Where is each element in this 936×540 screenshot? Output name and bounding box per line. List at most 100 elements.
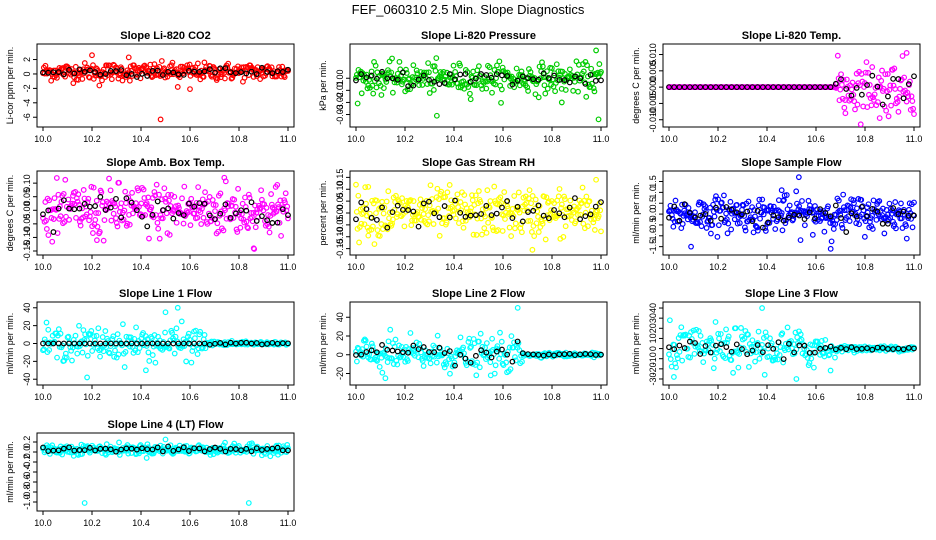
data-point — [222, 207, 228, 214]
data-point — [452, 215, 459, 222]
data-point — [820, 350, 827, 357]
overlay-point — [248, 68, 255, 75]
data-point — [708, 337, 715, 344]
panel-title: Slope Line 1 Flow — [119, 288, 212, 300]
overlay-point — [123, 340, 130, 347]
data-point — [670, 223, 677, 230]
overlay-point — [728, 348, 735, 355]
data-point — [717, 348, 723, 355]
data-point — [59, 451, 66, 458]
overlay-point — [874, 344, 881, 351]
panel-title: Slope Amb. Box Temp. — [106, 157, 225, 169]
data-point — [468, 204, 475, 211]
panel-10: Slope Line 4 (LT) Flow ml/min per min. 10.… — [5, 419, 296, 528]
y-tick-label: 30 — [648, 313, 658, 323]
data-point — [437, 345, 444, 352]
overlay-point — [702, 84, 709, 91]
data-point — [532, 196, 539, 203]
data-point — [263, 204, 270, 211]
data-point — [466, 90, 473, 97]
overlay-point — [394, 348, 401, 355]
data-point — [358, 90, 365, 97]
overlay-point — [191, 340, 198, 347]
data-point — [561, 193, 568, 200]
data-point — [73, 214, 79, 221]
overlay-point — [170, 447, 177, 454]
data-point — [741, 335, 748, 342]
data-point — [74, 198, 81, 205]
data-point — [173, 219, 180, 226]
data-point — [79, 349, 86, 356]
data-point — [246, 194, 253, 201]
data-point — [201, 59, 208, 66]
x-tick-label: 11.0 — [280, 518, 297, 528]
data-point — [898, 200, 904, 207]
data-point — [838, 221, 845, 228]
overlay-point — [102, 207, 109, 213]
overlay-point — [175, 210, 182, 216]
data-point — [188, 195, 195, 202]
overlay-point — [472, 75, 479, 82]
overlay-point — [686, 84, 693, 91]
overlay-point — [785, 84, 792, 91]
data-point — [389, 355, 395, 362]
data-point — [151, 61, 158, 68]
overlay-point — [572, 73, 578, 80]
data-point — [369, 223, 376, 230]
data-point — [443, 219, 450, 226]
data-point — [93, 210, 99, 216]
y-tick-label: 20 — [648, 323, 658, 333]
data-point — [486, 64, 493, 71]
overlay-point — [175, 71, 182, 78]
data-point — [434, 332, 441, 339]
data-point — [731, 348, 737, 355]
overlay-point — [697, 84, 704, 91]
data-point — [502, 216, 508, 222]
y-axis-label: percent per min. — [318, 180, 328, 245]
data-point — [522, 201, 528, 208]
plot-frame — [662, 170, 921, 256]
overlay-point — [217, 65, 224, 72]
data-point — [524, 84, 531, 91]
data-point — [451, 207, 458, 214]
overlay-point — [838, 76, 844, 83]
data-point — [840, 191, 847, 198]
overlay-point — [911, 212, 917, 219]
data-point — [482, 213, 488, 220]
data-point — [410, 198, 417, 204]
data-point — [154, 219, 161, 226]
overlay-point — [415, 223, 422, 230]
x-tick-label: 10.8 — [230, 392, 248, 402]
data-point — [489, 215, 495, 221]
overlay-point — [911, 345, 917, 352]
overlay-point — [739, 346, 745, 352]
overlay-point — [525, 75, 531, 82]
data-point — [470, 231, 477, 238]
data-point — [355, 192, 362, 199]
data-point — [772, 226, 779, 232]
data-point — [105, 349, 112, 356]
x-tick-label: 10.0 — [34, 518, 52, 528]
data-point — [865, 69, 872, 76]
y-tick-label: 0.0 — [22, 446, 32, 459]
data-point — [892, 199, 899, 205]
data-point — [114, 331, 121, 338]
data-point — [543, 194, 550, 201]
data-point — [832, 354, 838, 361]
y-tick-label: 40 — [335, 312, 345, 322]
data-point — [595, 213, 602, 219]
data-point — [498, 86, 505, 93]
overlay-point — [744, 208, 751, 215]
panel-2: Slope Li-820 Pressure kPa per min. 10.0 10.… — [318, 30, 609, 144]
x-tick-label: 10.6 — [181, 392, 199, 402]
data-point — [284, 203, 291, 210]
overlay-point — [858, 91, 865, 98]
data-point — [865, 201, 872, 208]
data-point — [140, 186, 147, 193]
x-tick-label: 10.0 — [347, 134, 365, 144]
overlay-point — [212, 340, 218, 347]
y-tick-label: -0.15 — [335, 238, 345, 259]
data-point — [194, 60, 201, 67]
data-point — [200, 214, 207, 221]
data-point — [430, 221, 437, 227]
